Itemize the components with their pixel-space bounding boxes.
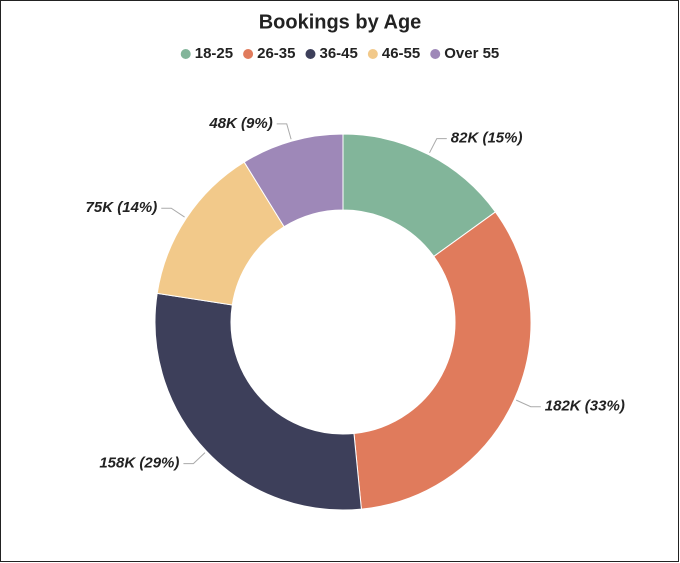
leader-line (515, 399, 541, 408)
legend-marker (367, 49, 378, 59)
donut-slice (154, 292, 362, 511)
chart-title: Bookings by Age (259, 11, 422, 33)
legend: 18-25 26-35 36-45 46-55 Over 55 (180, 45, 499, 62)
data-label: 75K (14%) (86, 199, 158, 216)
donut-slice (243, 133, 344, 228)
legend-label: 26-35 (257, 45, 295, 62)
legend-marker (305, 49, 316, 59)
legend-marker (180, 49, 191, 59)
leader-line (429, 138, 447, 154)
donut-slice (353, 211, 532, 510)
data-label: 182K (33%) (545, 398, 625, 415)
legend-label: 46-55 (382, 45, 420, 62)
data-label: 82K (15%) (451, 130, 523, 147)
legend-label: Over 55 (444, 45, 499, 62)
data-label: 48K (9%) (208, 115, 272, 132)
leader-line (183, 452, 206, 465)
data-label: 158K (29%) (99, 455, 179, 472)
legend-label: 18-25 (195, 45, 233, 62)
legend-marker (243, 49, 254, 59)
legend-marker (430, 49, 441, 59)
legend-label: 36-45 (319, 45, 357, 62)
leader-line (161, 207, 185, 218)
leader-line (276, 123, 292, 140)
